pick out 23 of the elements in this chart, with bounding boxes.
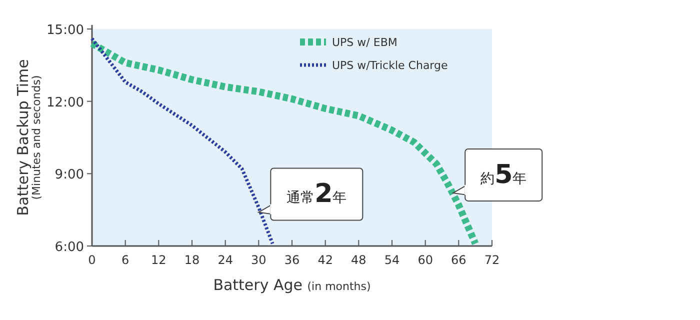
x-tick-label: 42 xyxy=(318,253,333,267)
x-tick-label: 24 xyxy=(218,253,233,267)
x-axis-title: Battery Age (in months) xyxy=(213,276,371,294)
x-tick-label: 0 xyxy=(88,253,96,267)
legend-label: UPS w/Trickle Charge xyxy=(332,59,448,72)
x-tick-label: 36 xyxy=(284,253,300,267)
x-tick-label: 66 xyxy=(451,253,466,267)
x-tick-label: 18 xyxy=(184,253,200,267)
y-tick-label: 12:00 xyxy=(46,95,84,110)
annotation: 約5年 xyxy=(480,160,527,190)
x-tick-label: 6 xyxy=(122,253,130,267)
y-axis-title: Battery Backup Time (Minutes and seconds) xyxy=(14,59,43,216)
x-tick-label: 30 xyxy=(251,253,266,267)
x-tick-label: 54 xyxy=(384,253,400,267)
x-tick-label: 60 xyxy=(418,253,433,267)
legend-label: UPS w/ EBM xyxy=(332,36,398,49)
x-tick-label: 12 xyxy=(151,253,166,267)
x-tick-label: 48 xyxy=(351,253,366,267)
x-tick-label: 72 xyxy=(484,253,500,267)
y-tick-label: 6:00 xyxy=(54,240,84,255)
y-tick-label: 9:00 xyxy=(54,168,84,183)
line-series xyxy=(90,36,274,246)
y-tick-label: 15:00 xyxy=(46,23,84,38)
